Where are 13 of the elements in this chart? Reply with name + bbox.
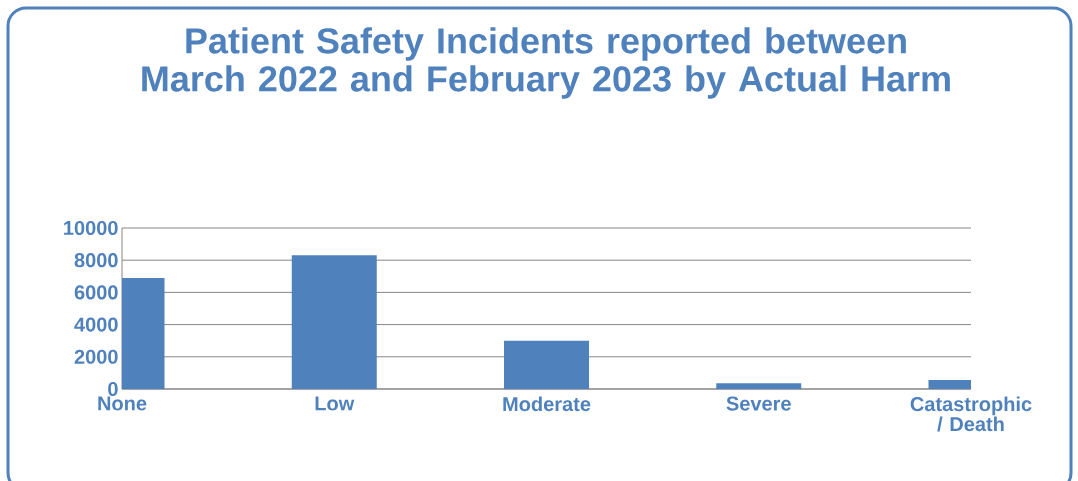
y-tick-label: 0	[108, 381, 118, 397]
y-tick-label: 2000	[74, 349, 118, 364]
x-tick-label: Moderate	[503, 396, 591, 412]
x-tick-label: None	[98, 396, 147, 411]
x-tick-label: Low	[315, 396, 355, 411]
chart-title: Patient Safety Incidents reported between March 2022 and February 2023 by Actual Harm	[142, 27, 950, 99]
x-tick-label: Catastrophic / Death	[910, 396, 1032, 432]
bar	[504, 340, 590, 389]
y-tick-label: 8000	[74, 253, 118, 268]
y-tick-label: 6000	[74, 285, 118, 300]
y-tick-label: 4000	[74, 317, 118, 332]
y-tick-label: 10000	[64, 220, 118, 236]
x-tick-label: Severe	[726, 396, 791, 411]
